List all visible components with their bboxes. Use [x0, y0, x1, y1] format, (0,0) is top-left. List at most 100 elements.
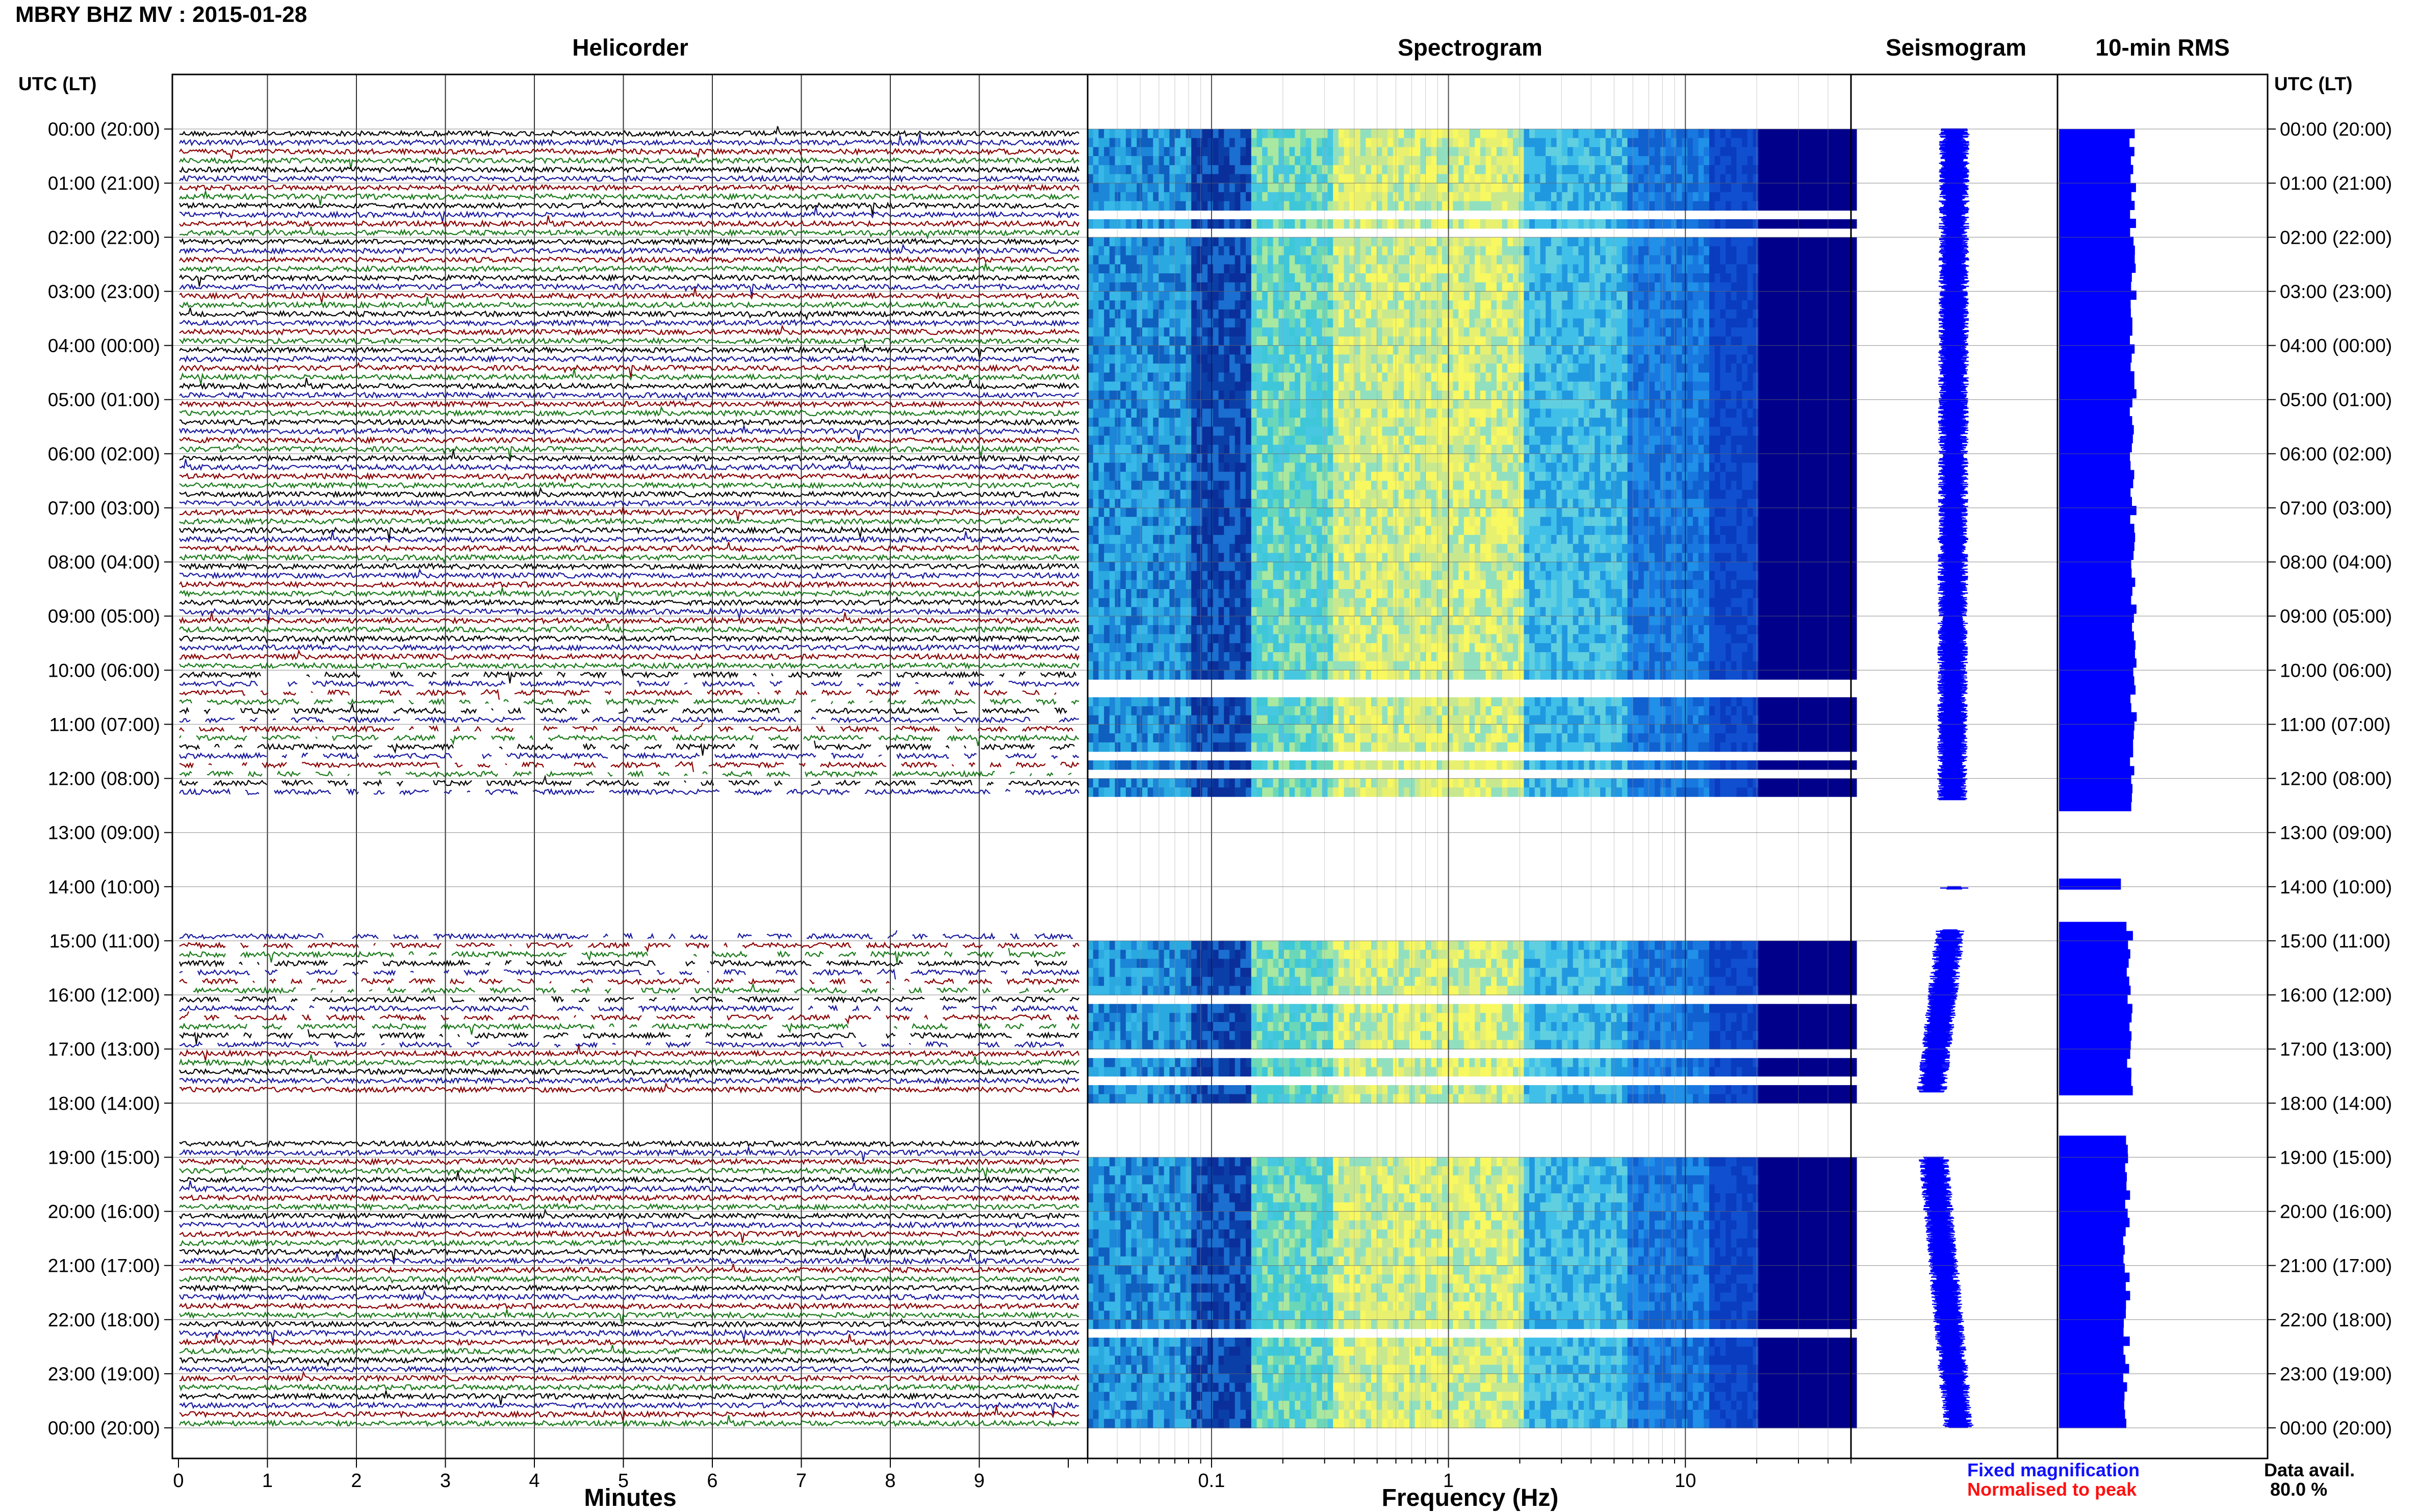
- spectrogram-cell: [1458, 327, 1464, 337]
- spectrogram-cell: [1207, 147, 1214, 157]
- spectrogram-cell: [1497, 183, 1503, 193]
- spectrogram-cell: [1775, 129, 1781, 139]
- spectrogram-cell: [1764, 129, 1770, 139]
- spectrogram-cell: [1470, 400, 1476, 409]
- spectrogram-cell: [1382, 283, 1388, 292]
- spectrogram-cell: [1742, 381, 1748, 391]
- helicorder-trace: [179, 517, 1079, 524]
- spectrogram-cell: [1786, 381, 1792, 391]
- spectrogram-cell: [1671, 183, 1677, 193]
- spectrogram-cell: [1529, 300, 1535, 310]
- spectrogram-cell: [1142, 318, 1148, 328]
- spectrogram-cell: [1284, 318, 1290, 328]
- spectrogram-cell: [1622, 165, 1628, 175]
- spectrogram-cell: [1278, 364, 1284, 373]
- spectrogram-cell: [1278, 201, 1284, 211]
- spectrogram-cell: [1616, 129, 1623, 139]
- spectrogram-cell: [1295, 318, 1301, 328]
- spectrogram-cell: [1758, 174, 1764, 184]
- spectrogram-cell: [1180, 138, 1187, 148]
- spectrogram-cell: [1731, 318, 1737, 328]
- spectrogram-cell: [1295, 364, 1301, 373]
- spectrogram-cell: [1824, 364, 1830, 373]
- spectrogram-cell: [1322, 138, 1328, 148]
- spectrogram-cell: [1142, 156, 1148, 166]
- spectrogram-cell: [1775, 418, 1781, 427]
- spectrogram-cell: [1382, 183, 1388, 193]
- spectrogram-cell: [1344, 373, 1350, 382]
- spectrogram-cell: [1628, 445, 1634, 454]
- spectrogram-cell: [1573, 237, 1579, 247]
- spectrogram-cell: [1551, 291, 1557, 301]
- spectrogram-cell: [1851, 391, 1857, 400]
- spectrogram-cell: [1529, 165, 1535, 175]
- spectrogram-cell: [1278, 283, 1284, 292]
- spectrogram-cell: [1616, 400, 1623, 409]
- spectrogram-cell: [1120, 156, 1126, 166]
- spectrogram-cell: [1240, 337, 1246, 346]
- spectrogram-cell: [1262, 346, 1268, 355]
- spectrogram-cell: [1851, 138, 1857, 148]
- spectrogram-cell: [1529, 174, 1535, 184]
- spectrogram-cell: [1780, 147, 1786, 157]
- spectrogram-cell: [1262, 391, 1268, 400]
- spectrogram-cell: [1573, 156, 1579, 166]
- spectrogram-cell: [1507, 219, 1513, 229]
- spectrogram-cell: [1366, 219, 1372, 229]
- spectrogram-cell: [1213, 337, 1219, 346]
- spectrogram-cell: [1562, 147, 1568, 157]
- spectrogram-cell: [1699, 246, 1705, 256]
- spectrogram-cell: [1115, 418, 1121, 427]
- spectrogram-cell: [1246, 445, 1252, 454]
- spectrogram-cell: [1306, 373, 1312, 382]
- spectrogram-cell: [1513, 318, 1519, 328]
- spectrogram-cell: [1219, 418, 1225, 427]
- spectrogram-cell: [1573, 418, 1579, 427]
- spectrogram-cell: [1589, 346, 1596, 355]
- spectrogram-cell: [1355, 346, 1361, 355]
- spectrogram-cell: [1142, 291, 1148, 301]
- spectrogram-cell: [1382, 291, 1388, 301]
- spectrogram-cell: [1431, 408, 1437, 418]
- spectrogram-cell: [1295, 283, 1301, 292]
- spectrogram-cell: [1464, 435, 1470, 445]
- spectrogram-cell: [1546, 381, 1552, 391]
- spectrogram-cell: [1431, 283, 1437, 292]
- spectrogram-cell: [1251, 174, 1257, 184]
- spectrogram-cell: [1290, 138, 1296, 148]
- spectrogram-cell: [1709, 192, 1715, 202]
- spectrogram-cell: [1780, 381, 1786, 391]
- spectrogram-cell: [1098, 156, 1104, 166]
- spectrogram-cell: [1175, 364, 1181, 373]
- spectrogram-cell: [1382, 400, 1388, 409]
- spectrogram-cell: [1535, 373, 1541, 382]
- spectrogram-cell: [1775, 400, 1781, 409]
- spectrogram-cell: [1524, 291, 1530, 301]
- spectrogram-cell: [1567, 174, 1574, 184]
- spectrogram-cell: [1622, 364, 1628, 373]
- spectrogram-cell: [1311, 183, 1317, 193]
- spectrogram-cell: [1126, 192, 1132, 202]
- spectrogram-cell: [1088, 291, 1094, 301]
- spectrogram-cell: [1573, 183, 1579, 193]
- spectrogram-cell: [1426, 391, 1432, 400]
- spectrogram-cell: [1415, 237, 1421, 247]
- spectrogram-cell: [1606, 183, 1612, 193]
- spectrogram-cell: [1551, 165, 1557, 175]
- spectrogram-cell: [1655, 373, 1661, 382]
- spectrogram-cell: [1333, 400, 1339, 409]
- spectrogram-cell: [1284, 174, 1290, 184]
- spectrogram-cell: [1742, 192, 1748, 202]
- spectrogram-cell: [1628, 381, 1634, 391]
- spectrogram-cell: [1486, 201, 1492, 211]
- spectrogram-cell: [1148, 354, 1154, 364]
- spectrogram-cell: [1677, 192, 1683, 202]
- spectrogram-cell: [1709, 318, 1715, 328]
- spectrogram-cell: [1142, 255, 1148, 265]
- spectrogram-cell: [1475, 418, 1481, 427]
- spectrogram-cell: [1567, 291, 1574, 301]
- spectrogram-cell: [1404, 246, 1410, 256]
- spectrogram-cell: [1584, 318, 1590, 328]
- spectrogram-cell: [1333, 273, 1339, 283]
- spectrogram-cell: [1360, 174, 1367, 184]
